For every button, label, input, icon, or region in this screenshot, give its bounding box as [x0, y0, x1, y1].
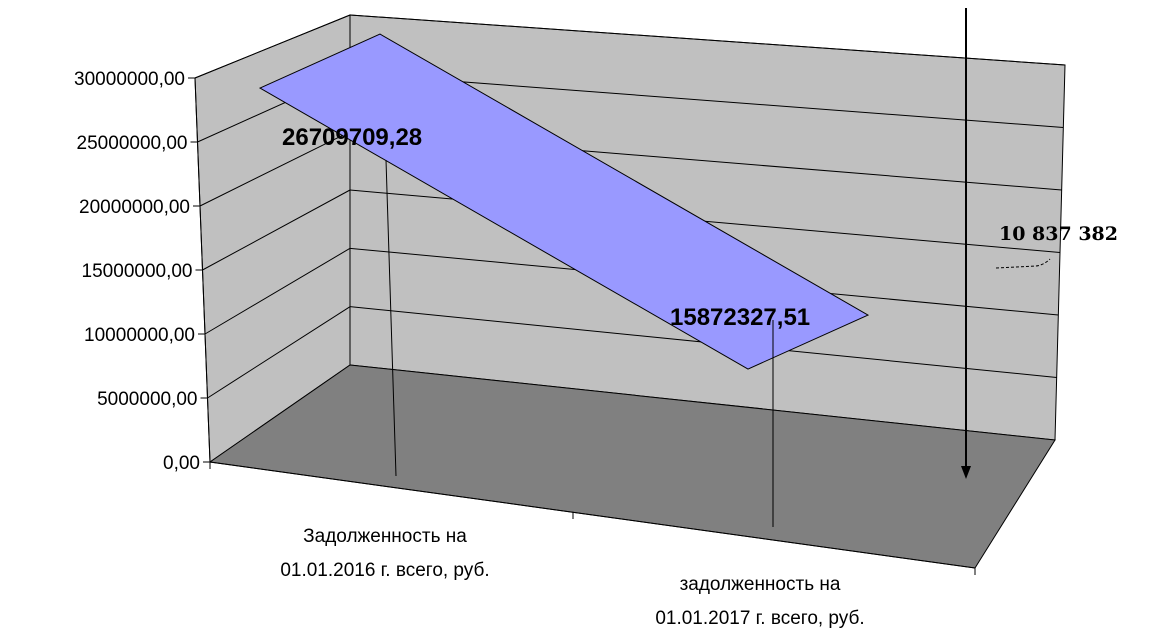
data-label: 26709709,28: [282, 124, 422, 151]
data-labels: 26709709,28 15872327,51: [282, 124, 810, 527]
back-gridline: [349, 72, 1064, 128]
category-axis: Задолженность на 01.01.2016 г. всего, руб…: [209, 461, 976, 629]
annotation: 10 837 382: [961, 8, 1118, 479]
back-gridline: [349, 14, 1066, 66]
x-tick-label: 01.01.2016 г. всего, руб.: [280, 560, 489, 581]
side-gridline: [199, 131, 351, 207]
annotation-arrowhead: [961, 466, 971, 479]
series: [258, 33, 870, 370]
side-gridline: [202, 189, 351, 271]
drop-line: [385, 159, 397, 477]
y-tick-label: 10000000,00: [84, 325, 195, 346]
y-axis-line: [194, 77, 211, 463]
y-tick-label: 0,00: [163, 453, 200, 474]
y-tick-label: 25000000,00: [77, 133, 188, 154]
annotation-connector: [995, 258, 1051, 269]
y-tick-label: 15000000,00: [82, 261, 193, 282]
side-gridline: [194, 14, 351, 79]
x-axis-line: [209, 461, 976, 569]
side-gridline: [207, 306, 351, 399]
annotation-label: 10 837 382: [999, 223, 1118, 245]
data-label: 15872327,51: [670, 304, 810, 331]
y-tick-label: 5000000,00: [97, 389, 197, 410]
side-gridline: [204, 247, 351, 335]
value-axis: 0,00 5000000,00 10000000,00 15000000,00 2000…: [74, 69, 211, 474]
x-tick-label: Задолженность на: [303, 526, 467, 547]
y-tick-label: 30000000,00: [74, 69, 185, 90]
x-tick-label: задолженность на: [680, 574, 841, 595]
x-tick-label: 01.01.2017 г. всего, руб.: [655, 608, 864, 629]
y-tick-label: 20000000,00: [79, 197, 190, 218]
series-area: [258, 33, 870, 370]
